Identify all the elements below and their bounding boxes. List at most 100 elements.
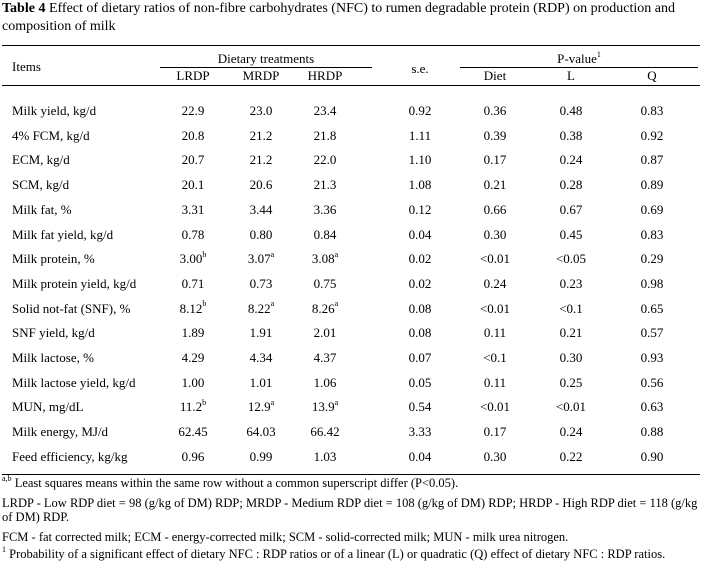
header-rule xyxy=(2,85,700,86)
row-label: 4% FCM, kg/d xyxy=(12,127,90,143)
cell-se: 0.12 xyxy=(408,201,432,217)
cell-se: 1.08 xyxy=(408,177,432,193)
table-caption: Table 4 Effect of dietary ratios of non-… xyxy=(2,0,700,36)
cell-l: 0.48 xyxy=(559,103,583,118)
footnote-significance: a,b Least squares means within the same … xyxy=(2,473,459,490)
cell-mrdp: 0.99 xyxy=(249,448,273,464)
cell-diet: 0.17 xyxy=(483,424,507,440)
cell-se: 0.08 xyxy=(408,300,432,316)
pvalue-subrule xyxy=(460,67,698,68)
cell-hrdp: 4.37 xyxy=(313,350,337,365)
cell-mrdp: 3.07a xyxy=(247,249,275,267)
header-p-value: P-value1 xyxy=(557,49,601,66)
cell-q: 0.29 xyxy=(640,251,664,267)
cell-mrdp: 21.2 xyxy=(249,152,273,168)
cell-lrdp: 20.7 xyxy=(181,152,205,168)
cell-l: 0.22 xyxy=(559,448,583,464)
cell-hrdp: 0.75 xyxy=(313,275,337,291)
cell-lrdp: 0.96 xyxy=(181,448,205,464)
cell-hrdp: 21.3 xyxy=(313,177,337,193)
cell-lrdp: 1.00 xyxy=(181,374,205,390)
row-label: SNF yield, kg/d xyxy=(12,325,95,341)
footnote-abbreviations: FCM - fat corrected milk; ECM - energy-c… xyxy=(2,530,569,544)
cell-lrdp: 22.9 xyxy=(181,103,205,118)
cell-lrdp: 0.71 xyxy=(181,275,205,291)
cell-diet: <0.01 xyxy=(479,399,511,415)
cell-diet: 0.17 xyxy=(483,152,507,168)
cell-q: 0.98 xyxy=(640,275,664,291)
cell-mrdp: 4.34 xyxy=(249,350,273,365)
cell-mrdp: 1.01 xyxy=(249,374,273,390)
cell-l: 0.24 xyxy=(559,152,583,168)
cell-mrdp: 23.0 xyxy=(249,103,273,118)
cell-q: 0.88 xyxy=(640,424,664,440)
cell-l: 0.28 xyxy=(559,177,583,193)
row-label: Milk lactose yield, kg/d xyxy=(12,374,136,390)
cell-diet: <0.01 xyxy=(479,251,511,267)
cell-hrdp: 3.08a xyxy=(311,249,339,267)
cell-se: 0.02 xyxy=(408,251,432,267)
row-label: Milk fat yield, kg/d xyxy=(12,226,114,242)
header-mrdp: MRDP xyxy=(242,68,280,83)
row-label: SCM, kg/d xyxy=(12,177,70,193)
cell-diet: 0.30 xyxy=(483,448,507,464)
cell-se: 0.92 xyxy=(408,103,432,118)
treatments-subrule xyxy=(160,67,372,68)
cell-lrdp: 20.1 xyxy=(181,177,205,193)
cell-l: 0.45 xyxy=(559,226,583,242)
cell-diet: <0.1 xyxy=(483,350,507,365)
cell-q: 0.56 xyxy=(640,374,664,390)
cell-hrdp: 1.06 xyxy=(313,374,337,390)
cell-q: 0.92 xyxy=(640,127,664,143)
cell-mrdp: 1.91 xyxy=(249,325,273,341)
cell-mrdp: 3.44 xyxy=(249,201,273,217)
cell-mrdp: 20.6 xyxy=(249,177,273,193)
cell-se: 0.08 xyxy=(408,325,432,341)
cell-diet: 0.24 xyxy=(483,275,507,291)
header-items: Items xyxy=(12,59,41,74)
header-q: Q xyxy=(647,68,657,83)
cell-hrdp: 8.26a xyxy=(311,299,339,316)
cell-l: 0.23 xyxy=(559,275,583,291)
cell-mrdp: 0.73 xyxy=(249,275,273,291)
cell-hrdp: 3.36 xyxy=(313,201,337,217)
cell-lrdp: 20.8 xyxy=(181,127,205,143)
cell-hrdp: 2.01 xyxy=(313,325,337,341)
row-label: Milk protein, % xyxy=(12,251,95,267)
cell-se: 0.04 xyxy=(408,226,432,242)
cell-mrdp: 12.9a xyxy=(247,398,275,415)
cell-hrdp: 0.84 xyxy=(313,226,337,242)
header-dietary-treatments: Dietary treatments xyxy=(217,51,315,66)
cell-q: 0.63 xyxy=(640,399,664,415)
cell-diet: 0.11 xyxy=(483,374,507,390)
cell-lrdp: 0.78 xyxy=(181,226,205,242)
cell-q: 0.93 xyxy=(640,350,664,365)
cell-se: 1.11 xyxy=(408,127,432,143)
cell-q: 0.87 xyxy=(640,152,664,168)
cell-diet: 0.36 xyxy=(483,103,507,118)
header-diet: Diet xyxy=(483,68,507,83)
cell-mrdp: 21.2 xyxy=(249,127,273,143)
row-label: MUN, mg/dL xyxy=(12,399,84,415)
cell-hrdp: 23.4 xyxy=(313,103,337,118)
footnote-probability: 1 Probability of a significant effect of… xyxy=(2,544,666,561)
cell-diet: <0.01 xyxy=(479,300,511,316)
cell-q: 0.65 xyxy=(640,300,664,316)
cell-q: 0.90 xyxy=(640,448,664,464)
cell-se: 3.33 xyxy=(408,424,432,440)
cell-mrdp: 64.03 xyxy=(246,424,276,440)
row-label: Solid not-fat (SNF), % xyxy=(12,300,131,316)
cell-lrdp: 3.31 xyxy=(181,201,205,217)
cell-lrdp: 3.00b xyxy=(179,249,207,267)
cell-q: 0.83 xyxy=(640,103,664,118)
cell-q: 0.83 xyxy=(640,226,664,242)
cell-lrdp: 62.45 xyxy=(178,424,208,440)
cell-l: 0.25 xyxy=(559,374,583,390)
bottom-rule xyxy=(2,474,700,475)
footnote-diets: LRDP - Low RDP diet = 98 (g/kg of DM) RD… xyxy=(2,496,698,524)
cell-se: 0.54 xyxy=(408,399,432,415)
cell-hrdp: 1.03 xyxy=(313,448,337,464)
cell-hrdp: 66.42 xyxy=(310,424,340,440)
top-rule xyxy=(2,45,700,46)
row-label: Milk lactose, % xyxy=(12,350,94,365)
